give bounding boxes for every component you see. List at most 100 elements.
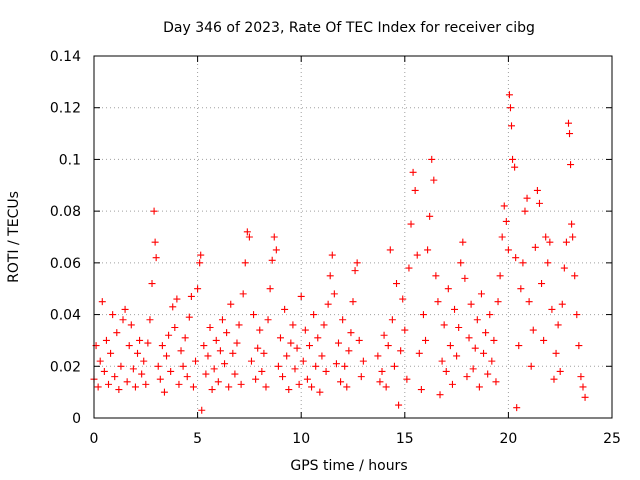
data-point bbox=[239, 290, 247, 298]
data-point bbox=[480, 349, 488, 357]
data-point bbox=[167, 367, 175, 375]
data-point bbox=[285, 386, 293, 394]
data-point bbox=[297, 292, 305, 300]
data-point bbox=[359, 357, 367, 365]
grid bbox=[94, 56, 612, 418]
data-point bbox=[181, 334, 189, 342]
data-point bbox=[177, 347, 185, 355]
data-point bbox=[473, 316, 481, 324]
data-point bbox=[318, 352, 326, 360]
data-point bbox=[260, 349, 268, 357]
data-point bbox=[196, 259, 204, 267]
data-point bbox=[138, 370, 146, 378]
data-point bbox=[467, 300, 475, 308]
data-point bbox=[206, 324, 214, 331]
data-point bbox=[279, 373, 287, 381]
data-point bbox=[569, 233, 577, 241]
data-point bbox=[123, 378, 131, 386]
data-point bbox=[571, 272, 579, 280]
data-point bbox=[225, 383, 233, 391]
data-point bbox=[538, 280, 546, 288]
data-point bbox=[270, 233, 278, 241]
x-tick-label: 5 bbox=[193, 431, 202, 447]
data-point bbox=[552, 349, 560, 357]
data-point bbox=[185, 313, 193, 321]
data-point bbox=[509, 155, 517, 163]
data-point bbox=[446, 342, 454, 350]
data-point bbox=[477, 290, 485, 298]
data-point bbox=[546, 238, 554, 246]
data-point bbox=[455, 324, 463, 331]
data-point bbox=[187, 292, 195, 300]
data-point bbox=[397, 347, 405, 355]
data-point bbox=[111, 373, 119, 381]
y-tick-label: 0.1 bbox=[59, 152, 81, 168]
data-point bbox=[380, 331, 388, 339]
data-point bbox=[283, 352, 291, 360]
y-tick-label: 0.12 bbox=[50, 101, 81, 117]
data-point bbox=[100, 367, 108, 375]
data-point bbox=[197, 251, 205, 259]
data-point bbox=[554, 321, 562, 329]
data-point bbox=[378, 367, 386, 375]
y-tick-label: 0.04 bbox=[50, 308, 81, 324]
data-point bbox=[419, 311, 427, 319]
data-point bbox=[334, 339, 342, 347]
data-point bbox=[204, 352, 212, 360]
data-point bbox=[165, 331, 173, 339]
data-point bbox=[160, 388, 168, 396]
data-point bbox=[314, 334, 322, 342]
data-point bbox=[142, 380, 150, 388]
data-point bbox=[252, 375, 260, 383]
data-point bbox=[218, 316, 226, 324]
data-point bbox=[324, 300, 332, 308]
data-point bbox=[98, 298, 106, 306]
data-point bbox=[413, 251, 421, 259]
data-point bbox=[158, 342, 166, 350]
data-point bbox=[289, 321, 297, 329]
data-point bbox=[105, 380, 113, 388]
data-point bbox=[428, 155, 436, 163]
x-tick-label: 15 bbox=[396, 431, 414, 447]
data-point bbox=[129, 365, 137, 373]
data-point bbox=[272, 246, 280, 254]
data-point bbox=[388, 316, 396, 324]
data-point bbox=[274, 362, 282, 370]
data-point bbox=[533, 186, 541, 194]
data-point bbox=[488, 357, 496, 365]
data-point bbox=[276, 334, 284, 342]
data-point bbox=[227, 300, 235, 308]
data-point bbox=[183, 373, 191, 381]
data-point bbox=[459, 238, 467, 246]
data-point bbox=[471, 344, 479, 352]
data-point bbox=[448, 380, 456, 388]
data-point bbox=[295, 380, 303, 388]
data-point bbox=[241, 259, 249, 267]
data-point bbox=[430, 176, 438, 184]
data-point bbox=[542, 233, 550, 241]
data-point bbox=[264, 316, 272, 324]
data-point bbox=[320, 321, 328, 329]
data-point bbox=[482, 329, 490, 337]
data-point bbox=[426, 212, 434, 220]
data-point bbox=[343, 383, 351, 391]
data-point bbox=[152, 254, 160, 262]
data-point bbox=[525, 298, 533, 306]
data-point bbox=[150, 207, 158, 215]
data-point bbox=[266, 285, 274, 293]
data-point bbox=[131, 383, 139, 391]
data-point bbox=[494, 298, 502, 306]
data-point bbox=[154, 362, 162, 370]
data-point bbox=[256, 326, 264, 334]
y-tick-label: 0.06 bbox=[50, 256, 81, 272]
data-point bbox=[308, 383, 316, 391]
data-point bbox=[401, 326, 409, 334]
data-point bbox=[442, 367, 450, 375]
data-point bbox=[237, 380, 245, 388]
data-point bbox=[221, 360, 229, 368]
data-point bbox=[535, 199, 543, 207]
data-point bbox=[511, 163, 519, 171]
data-point bbox=[293, 344, 301, 352]
data-point bbox=[403, 375, 411, 383]
